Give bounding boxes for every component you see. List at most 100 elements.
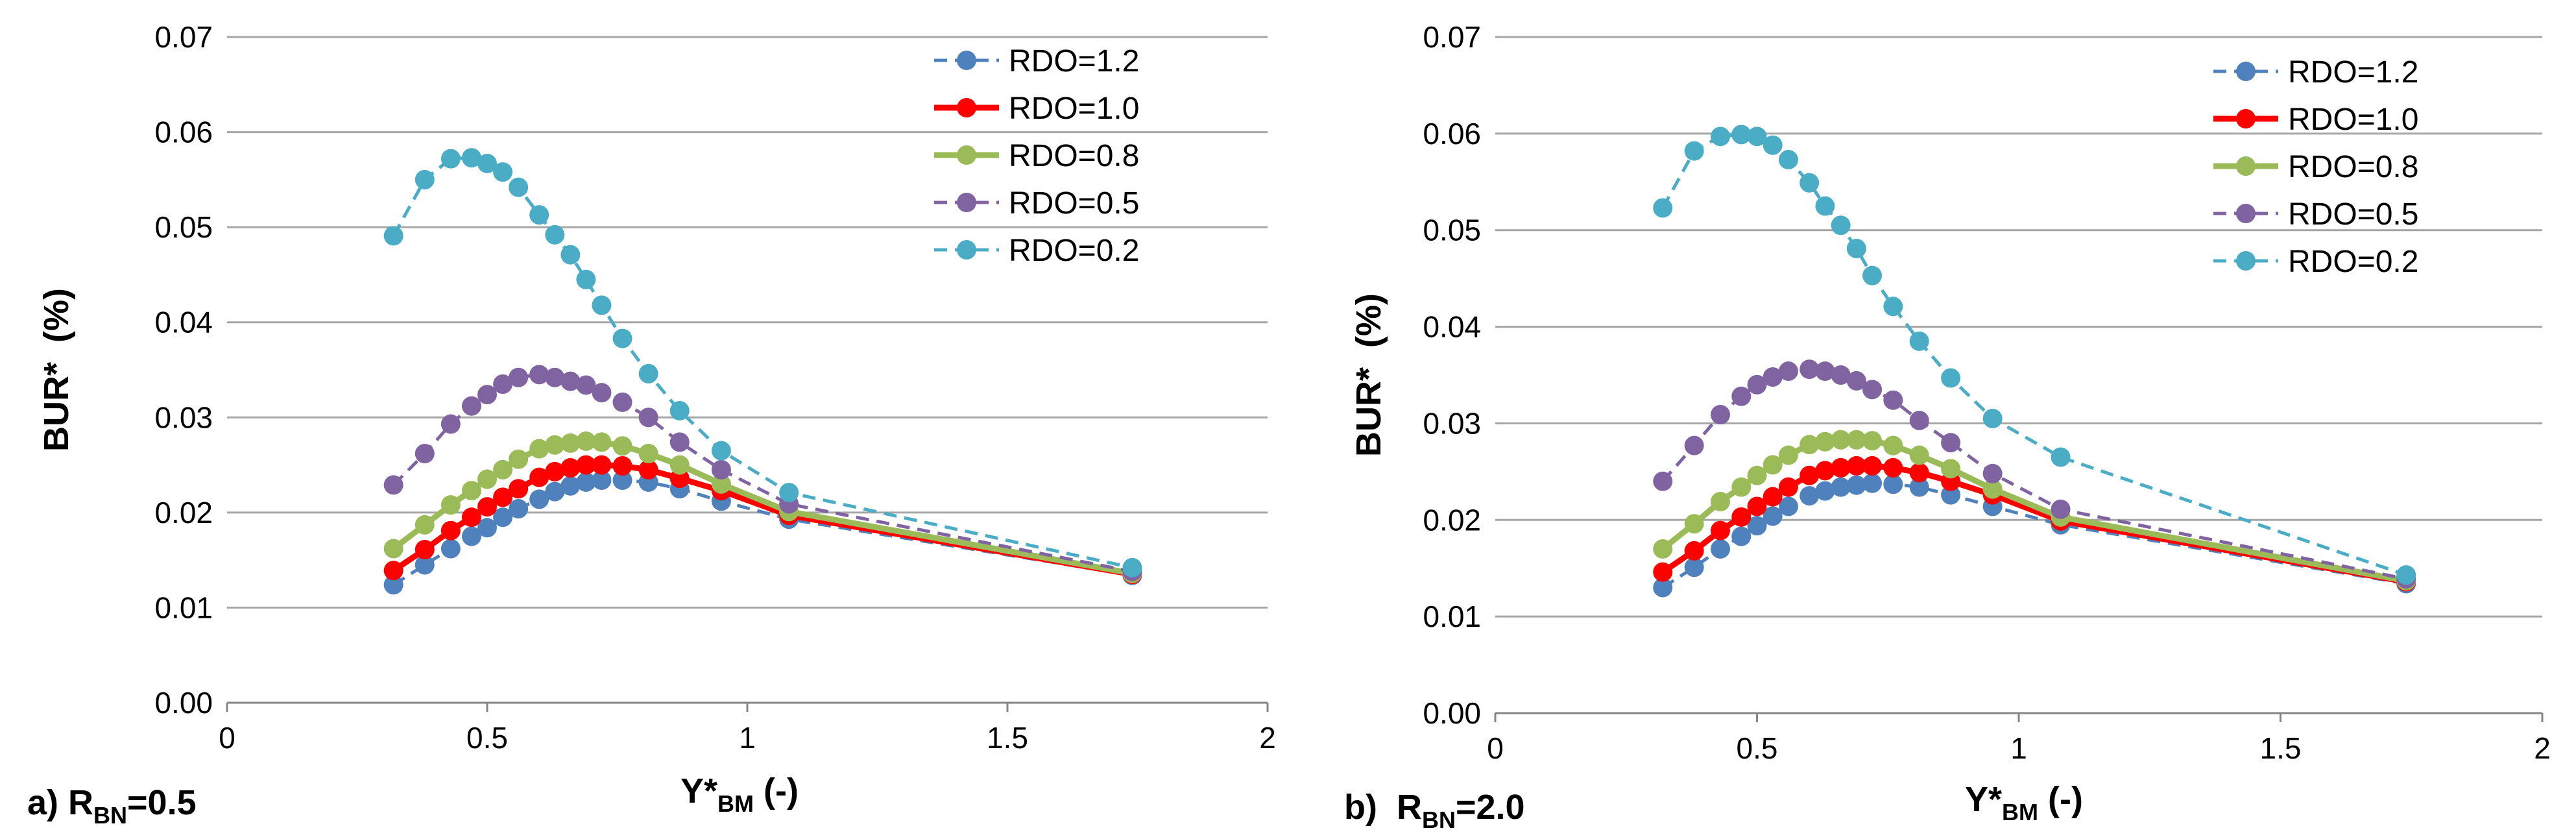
data-point — [383, 226, 403, 246]
data-point — [1747, 465, 1767, 485]
data-point — [1653, 578, 1673, 598]
data-point — [477, 518, 497, 538]
data-point — [1731, 477, 1751, 497]
data-point — [638, 363, 658, 383]
data-point — [1778, 477, 1798, 497]
data-point — [1909, 410, 1929, 430]
data-point — [1778, 445, 1798, 465]
data-point — [1747, 374, 1767, 395]
data-point — [461, 507, 481, 528]
x-axis-title: Y*BM (-) — [680, 772, 799, 817]
x-tick-label: 1.5 — [987, 721, 1028, 755]
data-point — [415, 555, 435, 575]
data-point — [1862, 456, 1883, 476]
data-point — [440, 495, 461, 515]
legend-label: RDO=1.0 — [2288, 103, 2418, 137]
data-point — [576, 455, 596, 475]
data-point — [1731, 386, 1751, 406]
x-axis-title: Y*BM (-) — [1965, 780, 2083, 825]
legend-label: RDO=1.0 — [1009, 91, 1139, 126]
data-point — [1941, 459, 1961, 479]
y-tick-label: 0.02 — [1423, 503, 1481, 537]
data-point — [1800, 486, 1820, 506]
data-point — [440, 539, 461, 559]
legend-marker — [2236, 251, 2256, 271]
data-point — [1862, 431, 1883, 451]
data-point — [1763, 135, 1783, 155]
panel-label-suffix: =0.5 — [127, 783, 197, 822]
data-point — [711, 474, 731, 494]
data-point — [529, 467, 549, 487]
data-point — [592, 455, 612, 475]
data-point — [529, 439, 549, 459]
y-tick-label: 0.03 — [154, 400, 213, 434]
panel-label-subscript: BN — [1422, 807, 1456, 833]
data-point — [1982, 408, 2003, 428]
data-point — [779, 483, 799, 503]
legend-label: RDO=0.8 — [1009, 139, 1139, 173]
data-point — [415, 515, 435, 535]
data-point — [711, 459, 731, 480]
data-point — [1800, 465, 1820, 485]
legend-marker — [957, 51, 976, 70]
data-point — [477, 469, 497, 489]
data-point — [1846, 238, 1866, 258]
legend-marker — [2236, 156, 2256, 176]
data-point — [1831, 477, 1851, 497]
panel-label: a) RBN=0.5 — [27, 783, 197, 829]
data-point — [383, 475, 403, 495]
series-rdo-0-5 — [1653, 359, 2416, 589]
series-rdo-1-0 — [383, 455, 1142, 585]
legend-label: RDO=0.5 — [2288, 197, 2418, 232]
data-point — [509, 498, 529, 518]
x-tick-label: 2 — [2534, 731, 2551, 765]
data-point — [1800, 435, 1820, 455]
data-point — [1862, 380, 1883, 400]
legend-marker — [957, 98, 976, 117]
y-tick-label: 0.05 — [1423, 213, 1481, 247]
chart-panel-b: 0.00 0.01 0.02 0.03 0.04 0.05 0.06 0.07 0 0.5 1 1.5… — [1344, 20, 2551, 833]
data-point — [1763, 506, 1783, 526]
data-point — [592, 295, 612, 315]
data-point — [461, 481, 481, 501]
data-point — [560, 457, 581, 478]
x-axis-title-subscript: BM — [717, 790, 754, 817]
data-point — [638, 443, 658, 463]
data-point — [545, 367, 565, 387]
y-axis-title: BUR* (%) — [1349, 293, 1388, 457]
data-point — [2051, 499, 2071, 519]
data-point — [1653, 562, 1673, 582]
data-point — [1778, 496, 1798, 517]
data-point — [1831, 365, 1851, 385]
data-point — [477, 153, 497, 173]
data-point — [415, 169, 435, 189]
data-point — [1862, 265, 1883, 286]
data-point — [1653, 471, 1673, 491]
data-point — [545, 435, 565, 455]
legend-marker — [957, 240, 976, 260]
legend-marker — [2236, 62, 2256, 81]
data-point — [1711, 405, 1731, 425]
data-point — [440, 149, 461, 169]
data-point — [576, 375, 596, 395]
data-point — [477, 497, 497, 517]
data-point — [1684, 557, 1704, 578]
data-point — [1982, 479, 2003, 499]
data-point — [669, 468, 690, 489]
data-point — [1731, 507, 1751, 527]
data-point — [493, 507, 513, 528]
y-tick-label: 0.01 — [1423, 600, 1481, 633]
data-point — [1711, 492, 1731, 512]
data-point — [545, 461, 565, 481]
x-tick-label: 2 — [1259, 721, 1276, 755]
legend-label: RDO=0.2 — [1009, 234, 1139, 268]
y-tick-label: 0.03 — [1423, 406, 1481, 440]
data-point — [529, 205, 549, 225]
panel-label-main: b) R — [1344, 788, 1422, 827]
data-point — [560, 245, 581, 265]
data-point — [383, 539, 403, 559]
data-point — [2396, 565, 2416, 585]
x-axis-title-suffix: (-) — [2038, 780, 2083, 819]
data-point — [493, 374, 513, 394]
data-point — [1831, 430, 1851, 450]
